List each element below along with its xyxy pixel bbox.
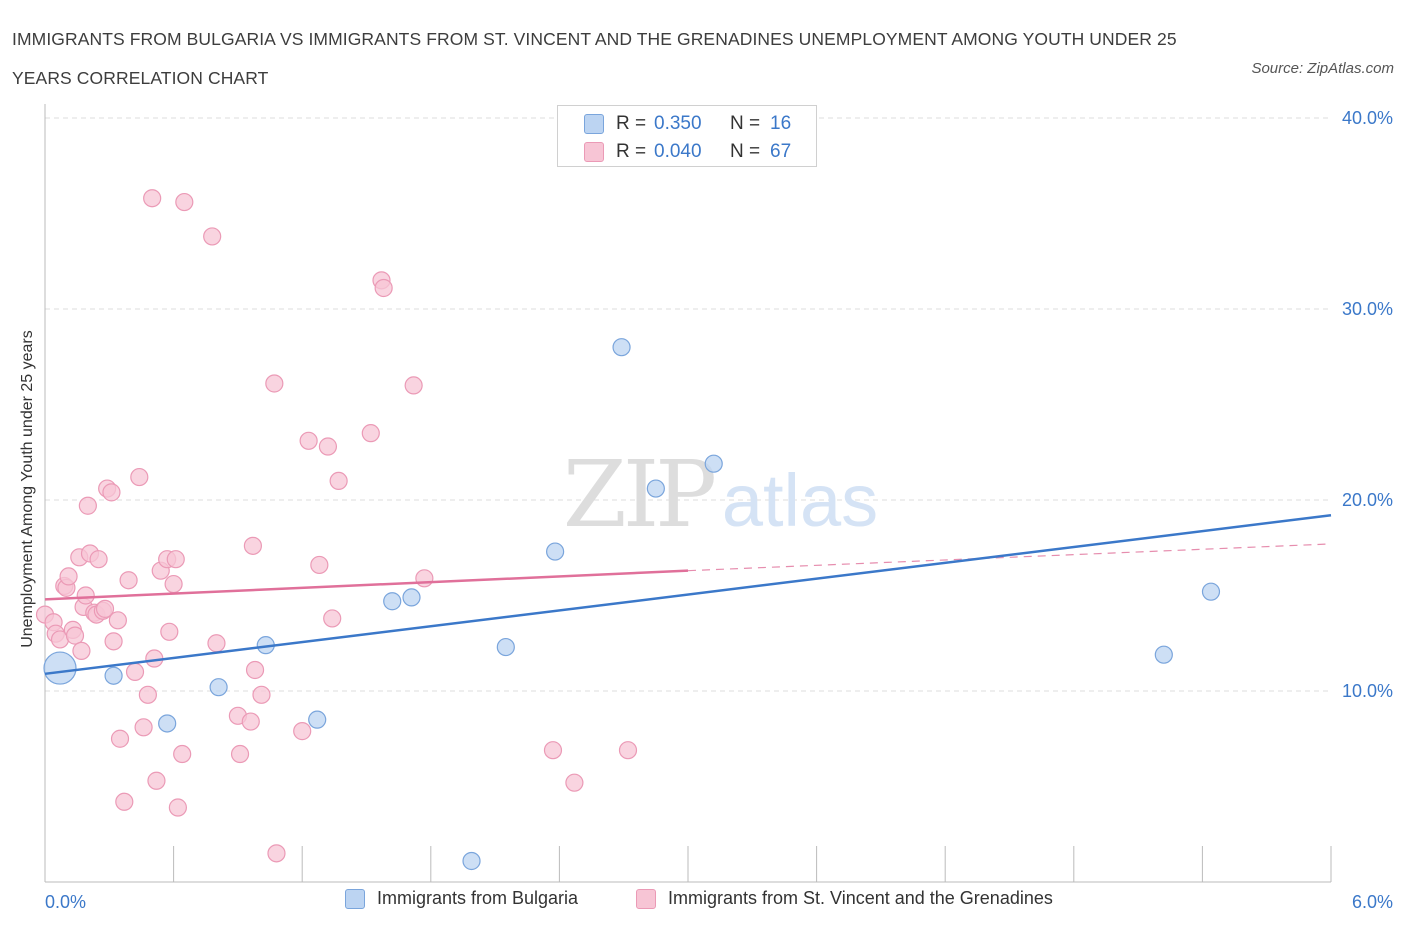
data-point	[245, 660, 265, 680]
x-tick-label: 0.0%	[45, 892, 86, 912]
y-tick-label: 10.0%	[1342, 681, 1393, 701]
r-label: R =	[616, 113, 647, 134]
data-point	[374, 278, 393, 298]
data-point	[308, 710, 327, 729]
data-point	[134, 718, 153, 737]
r-value: 0.350	[654, 113, 702, 134]
data-point	[95, 599, 115, 618]
legend-item-bulgaria[interactable]: Immigrants from Bulgaria	[345, 888, 578, 909]
data-point	[323, 609, 342, 628]
data-point	[404, 376, 423, 395]
data-point	[164, 574, 183, 594]
n-label: N =	[730, 141, 761, 162]
data-point	[43, 651, 77, 685]
legend-item-st-vincent[interactable]: Immigrants from St. Vincent and the Gren…	[636, 888, 1053, 909]
data-point	[546, 542, 565, 561]
data-point	[160, 622, 179, 641]
data-point	[175, 192, 194, 212]
data-point	[462, 851, 481, 871]
data-point	[65, 626, 85, 645]
y-tick-label: 40.0%	[1342, 108, 1393, 128]
y-axis-label: Unemployment Among Youth under 25 years	[19, 330, 36, 648]
legend-swatch-pink	[636, 888, 656, 909]
stat-swatch-blue	[584, 114, 604, 134]
data-point	[173, 744, 192, 764]
data-point	[329, 471, 348, 490]
data-point	[207, 634, 226, 653]
data-point	[76, 586, 95, 605]
data-point	[209, 678, 228, 697]
chart-title: IMMIGRANTS FROM BULGARIA VS IMMIGRANTS F…	[12, 29, 1177, 88]
trend-line-bulgaria	[44, 514, 1332, 676]
data-point	[104, 632, 123, 651]
series-st-vincent	[35, 189, 638, 863]
data-point	[383, 592, 402, 611]
data-point	[59, 567, 78, 586]
data-point	[704, 454, 723, 473]
data-point	[1201, 582, 1221, 601]
series-legend: Immigrants from Bulgaria Immigrants from…	[0, 888, 1406, 918]
data-point	[115, 792, 134, 811]
y-tick-label: 30.0%	[1342, 299, 1393, 319]
x-tick-label: 6.0%	[1352, 892, 1393, 912]
data-point	[230, 744, 250, 764]
data-point	[543, 741, 563, 760]
data-point	[646, 479, 665, 498]
data-point	[618, 741, 638, 760]
stat-row-st-vincent: R = 0.040 N = 67	[584, 139, 791, 165]
data-point	[252, 685, 271, 704]
data-point	[415, 569, 434, 588]
n-value: 16	[770, 113, 792, 134]
data-point	[143, 189, 162, 208]
r-value: 0.040	[654, 141, 702, 162]
data-point	[102, 483, 121, 502]
data-point	[267, 844, 286, 863]
data-point	[78, 496, 97, 515]
watermark-zip: ZIP	[563, 441, 714, 548]
source-label: Source: ZipAtlas.com	[1251, 60, 1394, 77]
data-point	[72, 641, 91, 660]
data-point	[241, 712, 260, 731]
data-point	[138, 685, 157, 704]
data-point	[158, 714, 177, 733]
data-point	[89, 550, 108, 569]
data-point	[318, 437, 338, 456]
data-point	[496, 637, 515, 657]
watermark-atlas: atlas	[722, 459, 878, 542]
data-point	[612, 338, 631, 357]
trend-line-st-vincent-extension	[687, 543, 1332, 572]
r-label: R =	[616, 141, 647, 162]
data-point	[565, 773, 584, 792]
data-point	[299, 431, 318, 450]
n-label: N =	[730, 113, 761, 134]
data-point	[310, 555, 329, 575]
data-point	[104, 666, 123, 685]
data-point	[168, 798, 187, 817]
data-point	[293, 722, 312, 741]
data-point	[203, 227, 222, 246]
data-point	[119, 571, 138, 590]
legend-label-bulgaria: Immigrants from Bulgaria	[377, 888, 579, 908]
data-point	[130, 467, 149, 487]
data-point	[110, 729, 130, 748]
data-point	[361, 424, 380, 443]
data-point	[402, 588, 421, 607]
data-point	[265, 374, 284, 393]
n-value: 67	[770, 141, 792, 162]
trend-line-st-vincent	[44, 569, 689, 601]
correlation-legend: R = 0.350 N = 16 R = 0.040 N = 67	[557, 105, 817, 167]
data-point	[1154, 645, 1173, 664]
stat-row-bulgaria: R = 0.350 N = 16	[584, 111, 791, 137]
data-point	[125, 662, 145, 682]
data-point	[108, 611, 127, 630]
series-bulgaria	[43, 338, 1221, 871]
stat-swatch-pink	[584, 142, 604, 162]
y-tick-label: 20.0%	[1342, 490, 1393, 510]
data-point	[243, 536, 263, 555]
data-point	[166, 550, 185, 569]
legend-swatch-blue	[345, 888, 365, 909]
legend-label-st-vincent: Immigrants from St. Vincent and the Gren…	[668, 888, 1053, 908]
data-point	[147, 771, 166, 790]
